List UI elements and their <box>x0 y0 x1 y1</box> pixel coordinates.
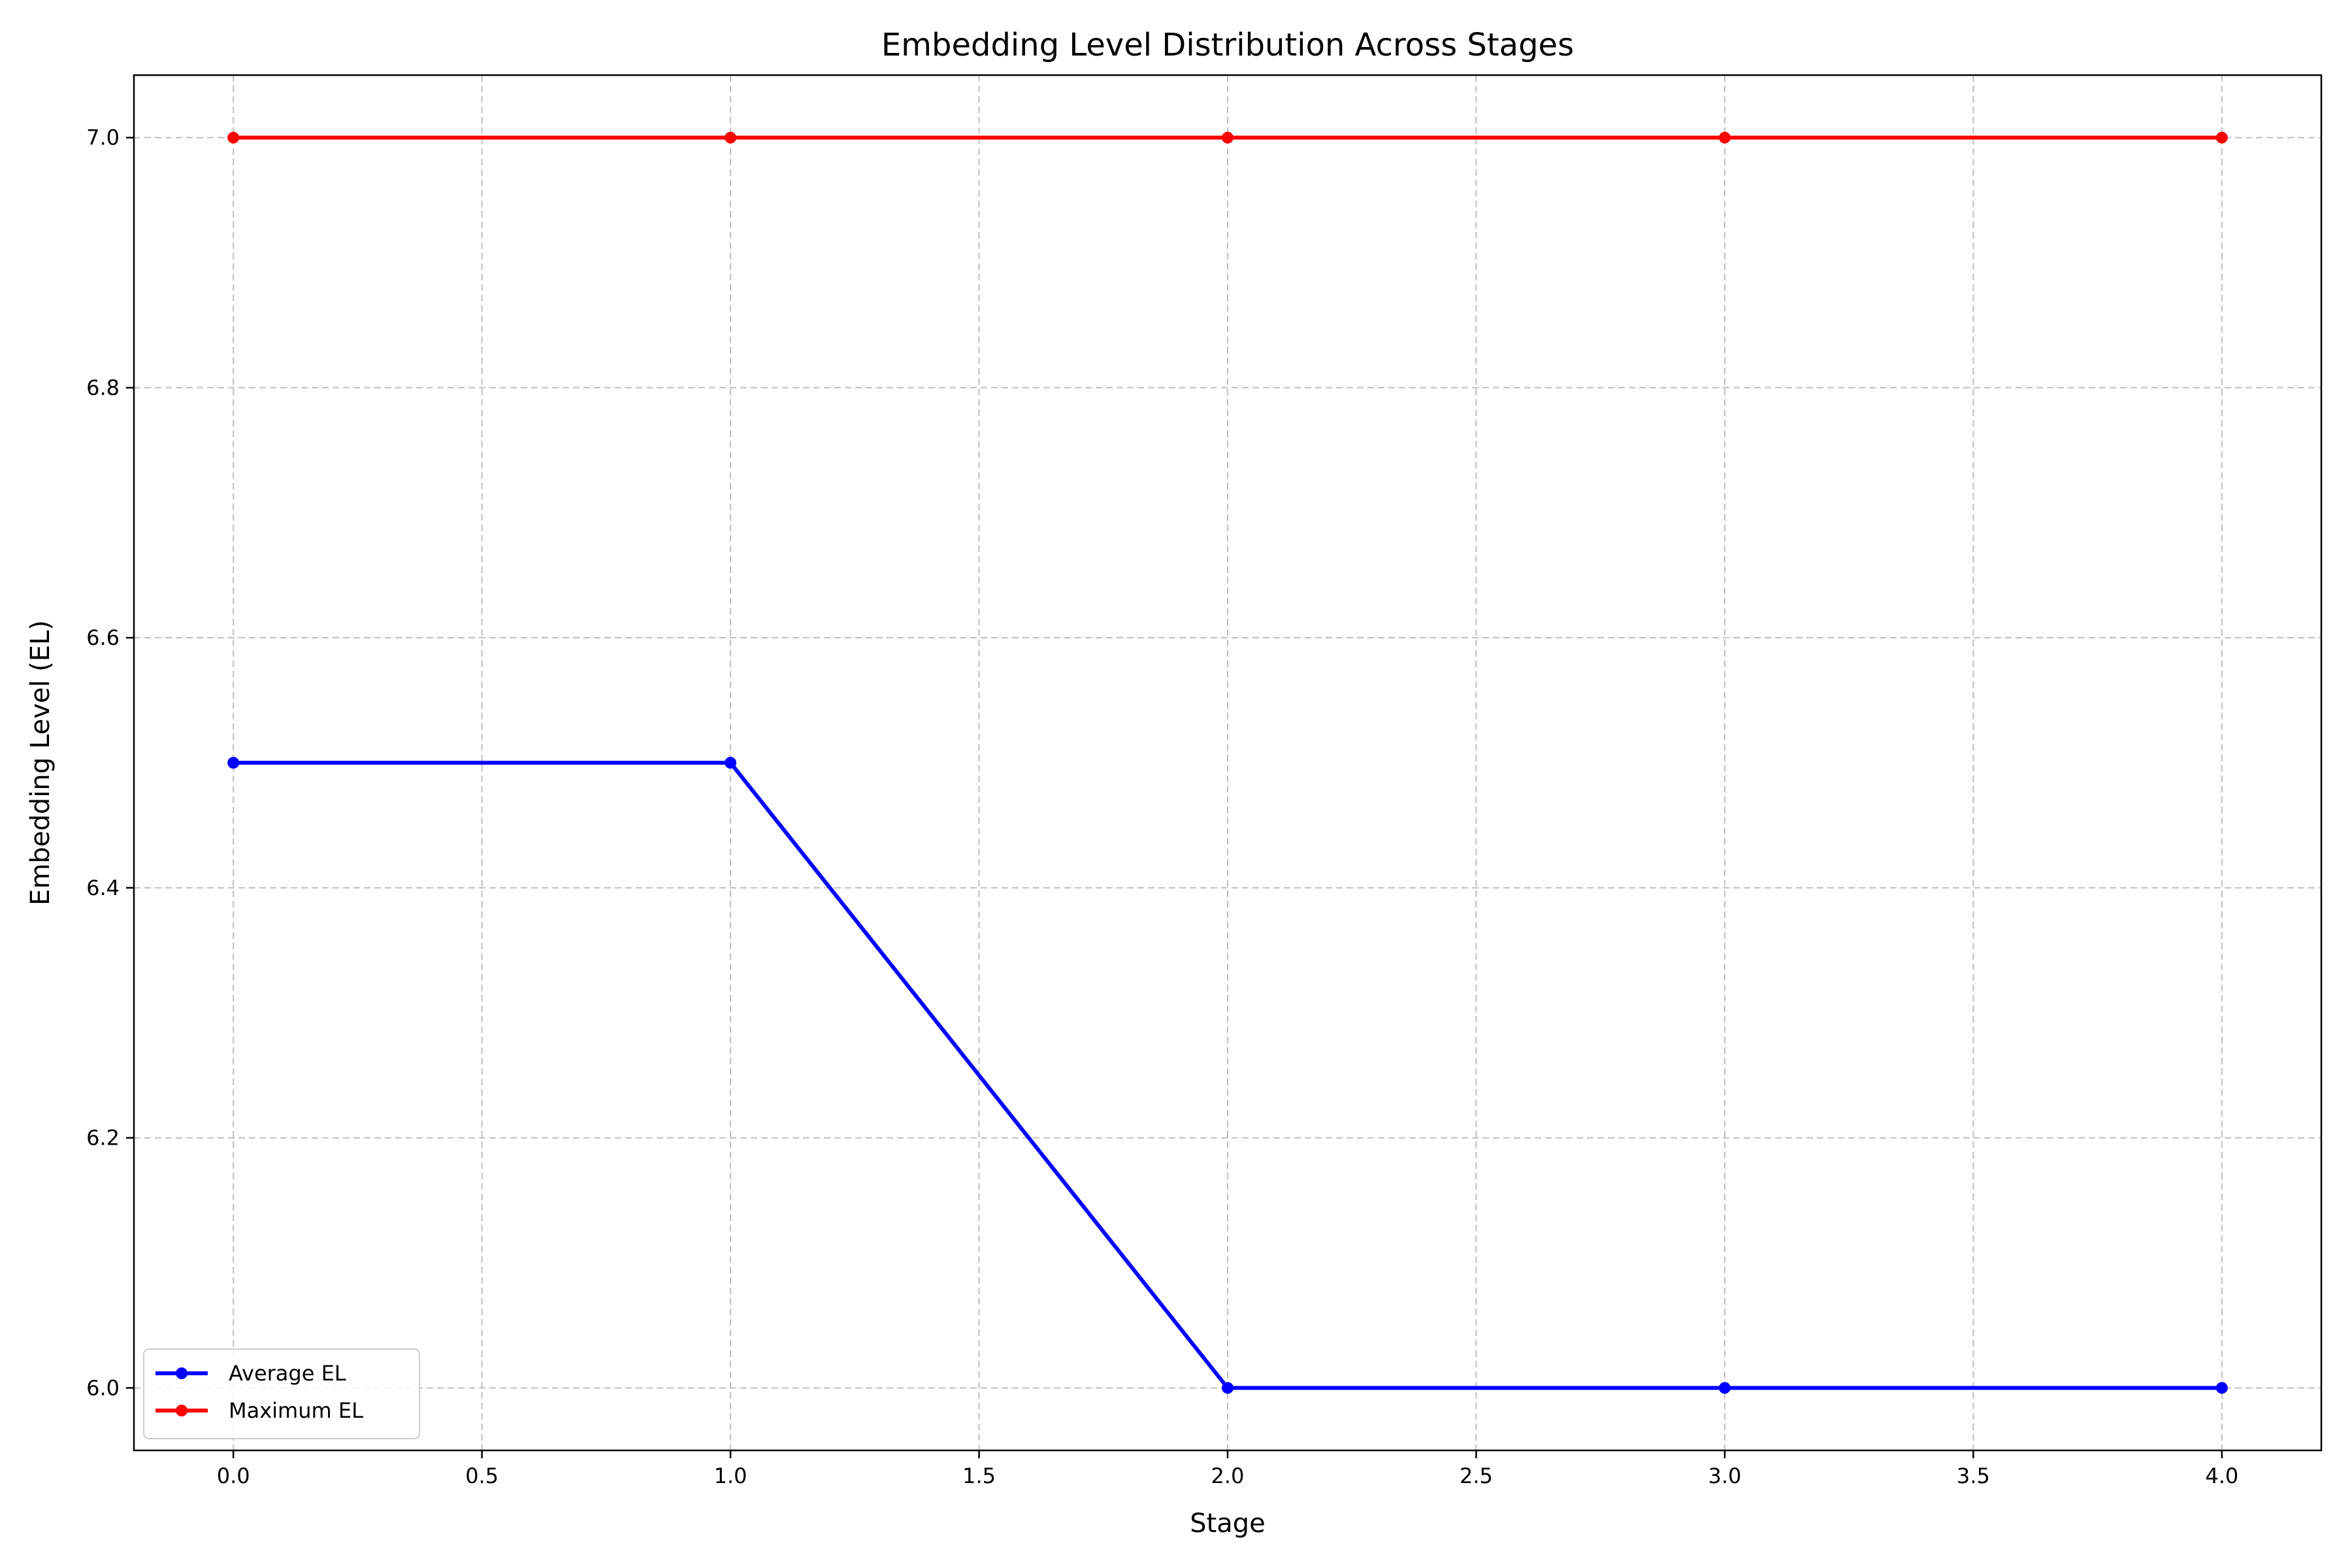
data-point-average-el-0 <box>227 757 240 769</box>
x-tick-label-5: 2.5 <box>1460 1463 1493 1488</box>
x-tick-label-6: 3.0 <box>1708 1463 1741 1488</box>
y-axis-label: Embedding Level (EL) <box>25 620 56 906</box>
x-tick-label-4: 2.0 <box>1211 1463 1245 1488</box>
series-layer <box>227 131 2228 1394</box>
legend-marker-maximum-el <box>176 1405 188 1416</box>
y-tick-label-0: 6.0 <box>86 1375 120 1400</box>
legend-box <box>143 1348 420 1439</box>
y-tick-label-3: 6.6 <box>86 625 120 650</box>
data-point-average-el-4 <box>2215 1382 2228 1394</box>
x-tick-label-0: 0.0 <box>217 1463 250 1488</box>
legend-label-maximum-el: Maximum EL <box>229 1398 363 1423</box>
data-point-maximum-el-3 <box>1718 131 1731 144</box>
x-tick-label-3: 1.5 <box>962 1463 996 1488</box>
y-tick-label-5: 7.0 <box>86 125 120 150</box>
data-point-maximum-el-2 <box>1222 131 1233 144</box>
axis-ticks: 0.0 0.5 1.0 1.5 2.0 2.5 3.0 3.5 4.0 6.0 6.2 6.4 6.6 6… <box>86 125 2238 1488</box>
y-tick-label-4: 6.8 <box>86 375 120 400</box>
data-point-average-el-3 <box>1718 1382 1731 1394</box>
legend-label-average-el: Average EL <box>229 1361 346 1386</box>
legend: Average EL Maximum EL <box>143 1348 420 1439</box>
x-axis-label: Stage <box>1190 1509 1266 1539</box>
legend-marker-average-el <box>176 1367 188 1379</box>
data-point-average-el-1 <box>725 757 737 769</box>
data-point-maximum-el-4 <box>2215 131 2228 144</box>
y-tick-label-1: 6.2 <box>86 1126 120 1151</box>
chart-title: Embedding Level Distribution Across Stag… <box>881 27 1574 63</box>
data-point-maximum-el-1 <box>725 131 737 144</box>
y-tick-label-2: 6.4 <box>86 875 120 900</box>
data-point-average-el-2 <box>1222 1382 1233 1394</box>
x-tick-label-2: 1.0 <box>714 1463 747 1488</box>
x-tick-label-7: 3.5 <box>1957 1463 1990 1488</box>
data-point-maximum-el-0 <box>227 131 240 144</box>
x-tick-label-8: 4.0 <box>2205 1463 2238 1488</box>
x-tick-label-1: 0.5 <box>465 1463 498 1488</box>
